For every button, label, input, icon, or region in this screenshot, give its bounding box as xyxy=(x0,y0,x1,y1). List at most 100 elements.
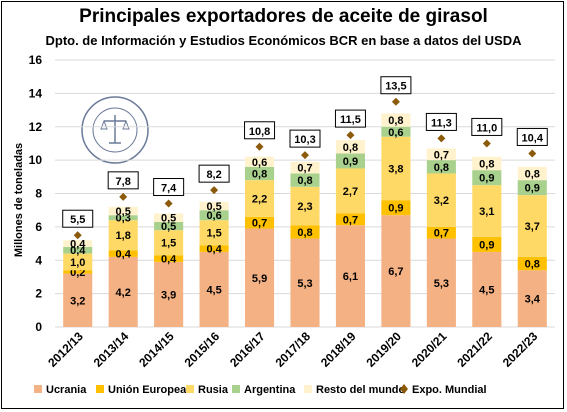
total-label-box xyxy=(62,209,94,228)
total-label: 11,5 xyxy=(340,114,361,126)
bar-stack: 5,30,82,30,80,7 xyxy=(290,161,320,327)
bar-segment xyxy=(472,251,502,327)
segment-label: 0,5 xyxy=(206,201,221,213)
legend-swatch xyxy=(400,384,408,394)
bar-segment xyxy=(381,126,411,137)
x-tick-label: 2013/14 xyxy=(91,329,132,370)
segment-label: 0,4 xyxy=(161,254,177,266)
legend-label: Argentina xyxy=(244,384,296,396)
segment-label: 1,5 xyxy=(161,238,176,250)
bar-segment xyxy=(290,173,320,187)
segment-label: 0,7 xyxy=(252,218,267,230)
bar-segment xyxy=(245,180,275,217)
y-tick-label: 12 xyxy=(29,120,43,134)
total-label-box xyxy=(153,178,185,197)
bar-segment xyxy=(63,273,93,327)
x-tick-label: 2020/21 xyxy=(409,329,450,370)
bar-segment xyxy=(154,230,184,256)
legend-label: Ucrania xyxy=(46,384,87,396)
total-label: 7,8 xyxy=(116,176,131,188)
total-label: 7,4 xyxy=(161,183,177,195)
total-label-box xyxy=(334,109,366,128)
segment-label: 3,1 xyxy=(479,206,494,218)
bar-segment xyxy=(199,251,229,327)
y-tick-label: 16 xyxy=(29,53,43,67)
bar-segment xyxy=(199,201,229,211)
legend-item: Resto del mundo xyxy=(304,384,406,396)
bar-segment xyxy=(108,256,138,327)
x-tick-label: 2017/18 xyxy=(273,329,314,370)
segment-label: 0,9 xyxy=(479,173,494,185)
bar-segment xyxy=(426,173,456,227)
segment-label: 3,9 xyxy=(161,289,176,301)
total-label: 11,0 xyxy=(476,122,497,134)
bar-segment xyxy=(426,148,456,161)
bar-segment xyxy=(472,156,502,171)
segment-label: 3,2 xyxy=(434,195,449,207)
legend-item: Ucrania xyxy=(34,384,87,396)
segment-label: 0,8 xyxy=(434,162,449,174)
legend-item: Argentina xyxy=(232,384,296,396)
legend-label: Resto del mundo xyxy=(316,384,406,396)
total-marker xyxy=(391,97,400,106)
segment-label: 0,9 xyxy=(388,203,403,215)
segment-label: 0,4 xyxy=(70,239,86,251)
segment-label: 0,9 xyxy=(343,156,358,168)
x-tick-label: 2014/15 xyxy=(136,329,177,370)
segment-label: 0,8 xyxy=(479,158,494,170)
total-label-box xyxy=(107,171,139,190)
x-tick-label: 2015/16 xyxy=(182,329,223,370)
bar-segment xyxy=(426,226,456,239)
segment-label: 3,2 xyxy=(70,295,85,307)
bar-segment xyxy=(63,253,93,271)
chart-title: Principales exportadores de aceite de gi… xyxy=(79,6,488,27)
bar-segment xyxy=(154,261,184,327)
total-label-box xyxy=(244,121,276,140)
bar-segment xyxy=(154,213,184,222)
x-tick-label: 2018/19 xyxy=(318,329,359,370)
y-tick-label: 4 xyxy=(35,253,42,267)
total-label-box xyxy=(425,112,457,131)
total-marker xyxy=(210,186,219,195)
bar-segment xyxy=(472,170,502,186)
y-axis-ticks: 0 2 4 6 8 10 12 14 16 xyxy=(29,53,43,334)
segment-label: 0,8 xyxy=(343,142,358,154)
totals: 5,5 7,8 7,4 8,2 10,8 10,3 11,5 13,5 11,3 11,0 10,4 xyxy=(62,76,548,240)
y-tick-label: 14 xyxy=(29,86,43,100)
segment-label: 0,4 xyxy=(116,249,132,261)
bar-segment xyxy=(108,206,138,216)
grid-lines xyxy=(55,59,555,328)
segment-label: 4,5 xyxy=(479,284,494,296)
total-marker xyxy=(528,149,537,158)
segment-label: 6,7 xyxy=(388,266,403,278)
bar-segment xyxy=(199,210,229,221)
bar-segment xyxy=(426,160,456,174)
bar-segment xyxy=(335,153,365,169)
bar-segment xyxy=(154,255,184,262)
bar-segment xyxy=(472,185,502,237)
bar-segment xyxy=(245,166,275,181)
bar-stack: 4,5 0,9 3,1 0,9 0,8 xyxy=(472,156,502,327)
bar-stack: 6,7 0,9 3,8 0,60,8 xyxy=(381,113,411,327)
total-marker xyxy=(164,199,173,208)
bar-segment xyxy=(290,186,320,226)
total-label: 10,3 xyxy=(294,134,315,146)
segment-label: 4,5 xyxy=(206,284,221,296)
legend-label: Expo. Mundial xyxy=(412,384,487,396)
bar-segment xyxy=(154,221,184,231)
bar-segment xyxy=(108,220,138,251)
total-label: 10,8 xyxy=(249,126,270,138)
bar-segment xyxy=(335,168,365,214)
bar-segment xyxy=(517,256,547,271)
segment-label: 0,7 xyxy=(434,149,449,161)
segment-label: 5,3 xyxy=(297,278,312,290)
legend-swatch xyxy=(232,385,240,393)
bar-segment xyxy=(472,236,502,252)
segment-label: 0,7 xyxy=(343,214,358,226)
legend-swatch xyxy=(186,385,194,393)
segment-label: 3,7 xyxy=(525,221,540,233)
bar-stack: 3,4 0,8 3,7 0,9 0,8 xyxy=(517,166,547,327)
segment-label: 0,8 xyxy=(388,115,403,127)
total-marker xyxy=(346,131,355,140)
